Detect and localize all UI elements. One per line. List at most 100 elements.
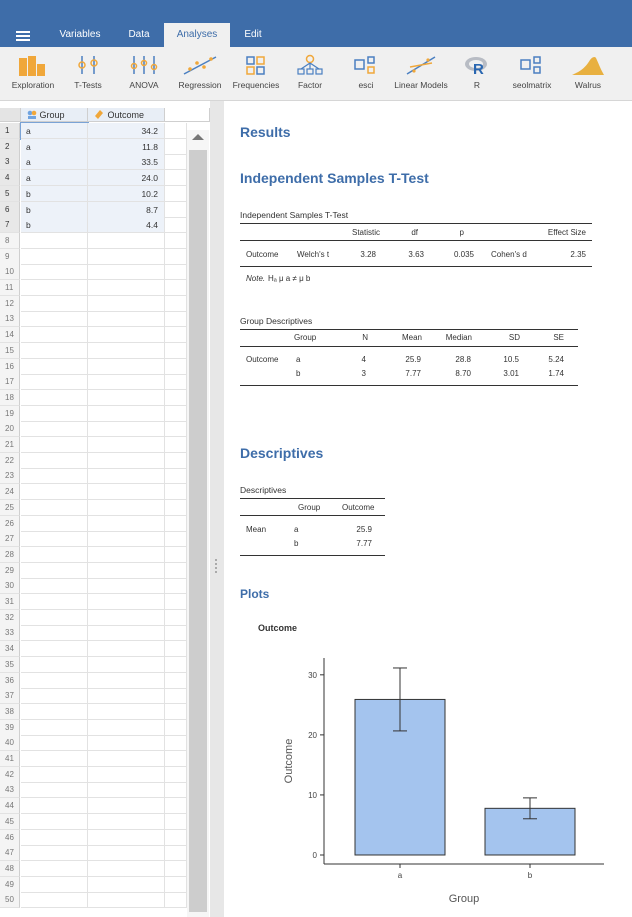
cell-outcome[interactable] [88, 782, 165, 799]
cell-empty[interactable] [165, 232, 187, 249]
row-number[interactable]: 13 [0, 311, 20, 328]
cell-outcome[interactable] [88, 358, 165, 375]
row-number[interactable]: 1 [0, 123, 20, 139]
row-number[interactable]: 35 [0, 656, 20, 673]
cell-empty[interactable] [165, 248, 187, 265]
row-number[interactable]: 9 [0, 248, 20, 265]
cell-empty[interactable] [165, 562, 187, 579]
cell-empty[interactable] [165, 217, 187, 234]
cell-group[interactable] [21, 688, 88, 705]
row-number[interactable]: 23 [0, 468, 20, 485]
row-number[interactable]: 28 [0, 546, 20, 563]
cell-group[interactable] [21, 389, 88, 406]
cell-group[interactable]: a [21, 138, 88, 155]
cell-outcome[interactable]: 4.4 [88, 217, 165, 234]
cell-outcome[interactable] [88, 641, 165, 658]
row-number[interactable]: 47 [0, 845, 20, 862]
row-number[interactable]: 12 [0, 295, 20, 312]
cell-group[interactable] [21, 860, 88, 877]
cell-empty[interactable] [165, 342, 187, 359]
row-number[interactable]: 32 [0, 609, 20, 626]
scroll-up-arrow-icon[interactable] [192, 134, 204, 140]
cell-group[interactable] [21, 405, 88, 422]
cell-empty[interactable] [165, 437, 187, 453]
row-number[interactable]: 29 [0, 562, 20, 579]
splitter-grip-icon[interactable] [215, 559, 218, 573]
row-number[interactable]: 18 [0, 389, 20, 406]
cell-outcome[interactable] [88, 860, 165, 877]
cell-group[interactable] [21, 562, 88, 579]
cell-outcome[interactable] [88, 719, 165, 736]
cell-outcome[interactable] [88, 280, 165, 296]
row-number[interactable]: 49 [0, 876, 20, 893]
row-number[interactable]: 26 [0, 515, 20, 532]
cell-outcome[interactable] [88, 798, 165, 815]
row-number[interactable]: 22 [0, 452, 20, 469]
frequencies-button[interactable]: Frequencies [230, 47, 282, 101]
cell-empty[interactable] [165, 499, 187, 516]
ttest-heading[interactable]: Independent Samples T-Test [240, 170, 429, 186]
cell-group[interactable] [21, 232, 88, 249]
cell-outcome[interactable] [88, 876, 165, 893]
cell-outcome[interactable] [88, 751, 165, 767]
row-number[interactable]: 11 [0, 280, 20, 296]
cell-outcome[interactable] [88, 405, 165, 422]
cell-group[interactable] [21, 766, 88, 783]
cell-outcome[interactable] [88, 735, 165, 752]
cell-group[interactable] [21, 452, 88, 469]
cell-group[interactable]: a [21, 170, 88, 187]
cell-empty[interactable] [165, 468, 187, 485]
row-number[interactable]: 44 [0, 798, 20, 815]
cell-group[interactable] [21, 735, 88, 752]
row-number[interactable]: 33 [0, 625, 20, 642]
row-number[interactable]: 19 [0, 405, 20, 422]
row-number[interactable]: 30 [0, 578, 20, 595]
cell-group[interactable] [21, 876, 88, 893]
cell-outcome[interactable] [88, 484, 165, 501]
cell-group[interactable] [21, 594, 88, 610]
cell-empty[interactable] [165, 546, 187, 563]
factor-button[interactable]: Factor [288, 47, 332, 101]
row-number[interactable]: 17 [0, 374, 20, 391]
row-number[interactable]: 41 [0, 751, 20, 767]
cell-outcome[interactable] [88, 578, 165, 595]
cell-outcome[interactable] [88, 374, 165, 391]
walrus-button[interactable]: Walrus [566, 47, 610, 101]
cell-group[interactable]: a [20, 122, 89, 140]
row-number[interactable]: 48 [0, 860, 20, 877]
cell-empty[interactable] [165, 531, 187, 548]
cell-group[interactable] [21, 421, 88, 438]
cell-group[interactable]: b [21, 185, 88, 202]
cell-outcome[interactable] [88, 452, 165, 469]
cell-outcome[interactable] [88, 232, 165, 249]
cell-empty[interactable] [165, 201, 187, 218]
seolmatrix-button[interactable]: seolmatrix [508, 47, 556, 101]
cell-group[interactable] [21, 625, 88, 642]
cell-outcome[interactable] [88, 625, 165, 642]
cell-group[interactable] [21, 703, 88, 720]
column-header-outcome[interactable]: Outcome [88, 108, 165, 122]
cell-group[interactable] [21, 374, 88, 391]
cell-outcome[interactable] [88, 468, 165, 485]
row-number[interactable]: 20 [0, 421, 20, 438]
column-header-group[interactable]: Group [21, 108, 88, 122]
cell-group[interactable] [21, 295, 88, 312]
row-number[interactable]: 8 [0, 232, 20, 249]
row-number[interactable]: 37 [0, 688, 20, 705]
cell-empty[interactable] [165, 719, 187, 736]
descriptives-heading[interactable]: Descriptives [240, 445, 324, 461]
cell-empty[interactable] [165, 170, 187, 187]
cell-outcome[interactable] [88, 688, 165, 705]
cell-group[interactable] [21, 672, 88, 689]
hamburger-menu-icon[interactable] [16, 31, 30, 41]
cell-outcome[interactable] [88, 264, 165, 281]
cell-outcome[interactable]: 24.0 [88, 170, 165, 187]
cell-group[interactable] [21, 719, 88, 736]
cell-outcome[interactable]: 10.2 [88, 185, 165, 202]
cell-group[interactable] [21, 845, 88, 862]
cell-group[interactable] [21, 609, 88, 626]
tab-data[interactable]: Data [128, 29, 150, 40]
cell-empty[interactable] [165, 264, 187, 281]
row-number[interactable]: 4 [0, 170, 20, 187]
cell-empty[interactable] [165, 860, 187, 877]
